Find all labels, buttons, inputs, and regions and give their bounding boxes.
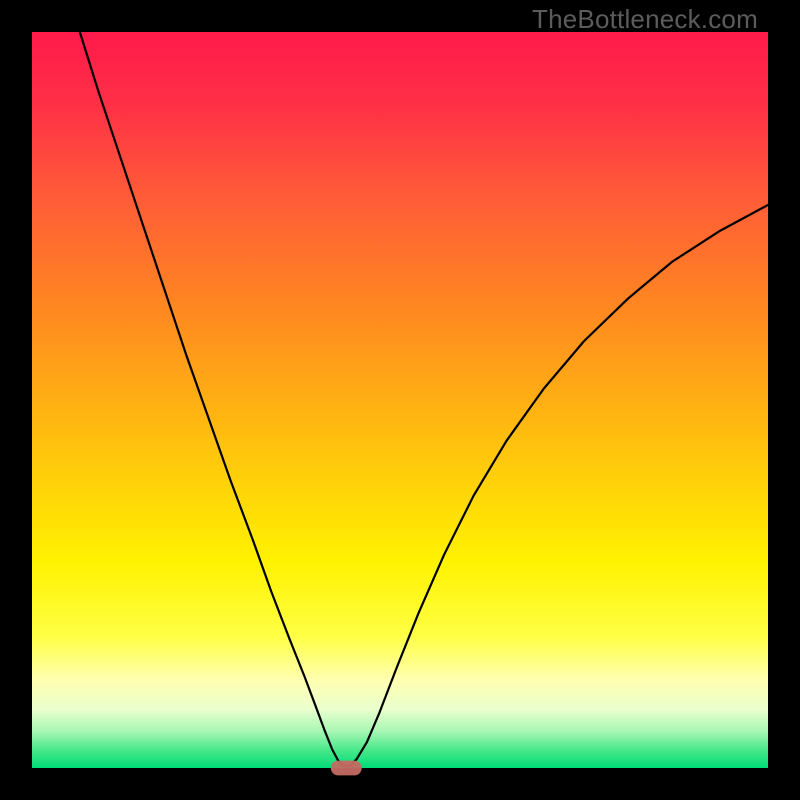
minimum-marker: [331, 761, 362, 776]
watermark-text: TheBottleneck.com: [532, 4, 758, 35]
bottleneck-chart: [0, 0, 800, 800]
